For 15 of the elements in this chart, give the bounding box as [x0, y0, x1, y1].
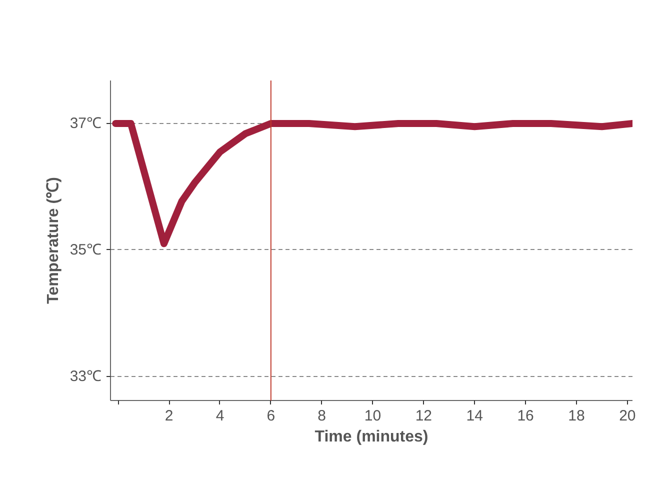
x-tick-label: 2: [164, 408, 174, 424]
y-axis-title: Temperature (℃): [44, 177, 62, 304]
x-tick-label: 12: [415, 408, 432, 424]
y-tick-label: 35℃: [70, 241, 102, 258]
x-tick-label: 8: [318, 408, 326, 424]
y-tick-label: 33℃: [70, 368, 102, 385]
y-tick-label: 37℃: [70, 115, 102, 132]
x-tick-label: 18: [568, 408, 585, 424]
x-tick-label: 20: [619, 408, 636, 424]
x-tick-label: 10: [364, 408, 382, 424]
x-axis-title: Time (minutes): [314, 428, 428, 446]
x-tick-label: 4: [216, 408, 224, 424]
x-tick-label: 14: [466, 408, 483, 424]
x-tick-label: 6: [266, 408, 276, 424]
x-tick-label: 16: [517, 408, 534, 424]
